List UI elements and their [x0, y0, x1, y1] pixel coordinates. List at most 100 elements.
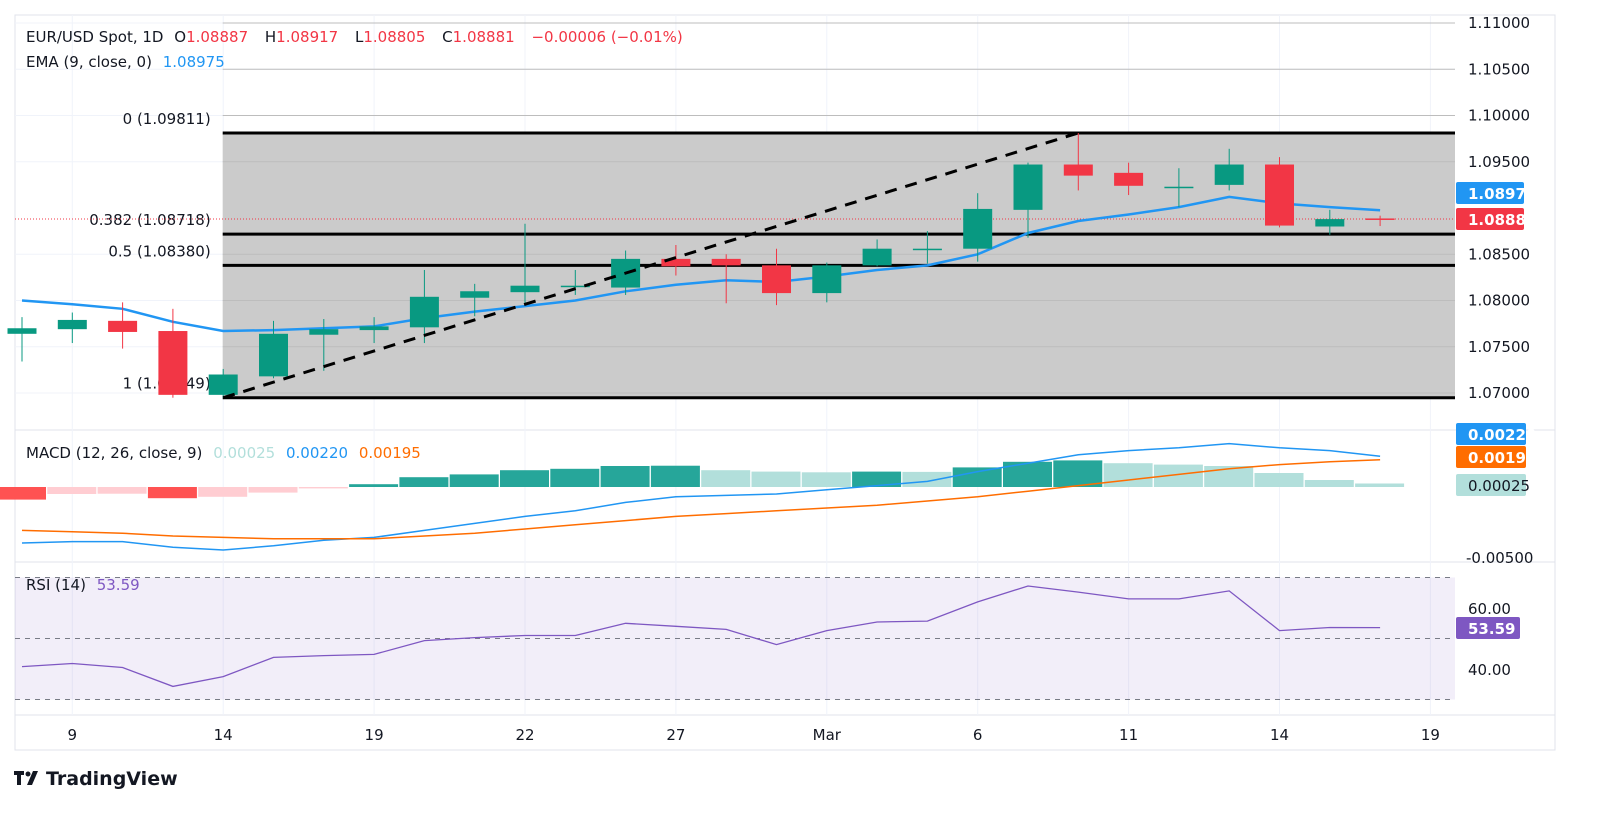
- rsi-value: 53.59: [96, 576, 140, 594]
- candle: [812, 262, 842, 303]
- fib-level-label: 0 (1.09811): [123, 110, 211, 128]
- candle: [560, 269, 590, 295]
- candle-body: [762, 265, 791, 294]
- macd-histogram-bar: [701, 470, 751, 487]
- time-axis-label: 27: [666, 726, 685, 744]
- macd-label: MACD (12, 26, close, 9): [26, 444, 203, 462]
- macd-histogram-bar: [47, 487, 97, 494]
- high-label: H: [264, 28, 277, 46]
- macd-histogram-bar: [1254, 473, 1304, 487]
- low-value: 1.08805: [363, 28, 426, 46]
- open-value: 1.08887: [186, 28, 249, 46]
- candle-body: [1063, 164, 1093, 176]
- candle-body: [409, 296, 439, 328]
- signal-line: [21, 458, 1381, 540]
- candle-body: [1265, 164, 1294, 226]
- change-value: −0.00006 (−0.01%): [531, 28, 683, 46]
- macd-histogram-bar: [500, 470, 549, 487]
- candle-body: [158, 331, 188, 395]
- candle: [1214, 148, 1244, 191]
- macd-histogram-bar: [600, 466, 650, 487]
- time-axis-label: Mar: [813, 726, 842, 744]
- price-axis-label: 1.11000: [1468, 14, 1530, 32]
- macd-line: [21, 442, 1381, 551]
- candle-body: [711, 258, 741, 266]
- candle: [259, 320, 288, 379]
- candle: [158, 308, 188, 398]
- macd-hist-value: 0.00025: [213, 444, 276, 462]
- rsi-axis-label: 40.00: [1468, 661, 1511, 679]
- macd-histogram-bar: [650, 465, 700, 487]
- candle: [460, 283, 490, 317]
- rsi-value-tag-bg: [1456, 617, 1520, 639]
- macd-histogram-bar: [1304, 480, 1354, 487]
- candle-body: [108, 320, 138, 332]
- ema-price-tag-bg: [1456, 182, 1524, 204]
- macd-value-tag: 0.00195: [1468, 449, 1536, 467]
- macd-histogram-bar: [399, 477, 449, 487]
- time-axis-label: 14: [214, 726, 233, 744]
- time-axis-label: 11: [1119, 726, 1138, 744]
- tradingview-logo[interactable]: TradingView: [14, 768, 178, 790]
- candle: [1365, 215, 1395, 227]
- candle-body: [510, 285, 540, 293]
- ema-legend[interactable]: EMA (9, close, 0) 1.08975: [26, 53, 231, 71]
- macd-histogram-bar: [1204, 466, 1254, 487]
- fib-trend-line: [222, 131, 1079, 400]
- candle: [108, 302, 138, 349]
- macd-histogram-bar: [0, 487, 46, 500]
- candle: [1164, 168, 1194, 208]
- candle: [57, 312, 87, 344]
- price-axis-label: 1.08000: [1468, 292, 1530, 310]
- candle: [1265, 157, 1294, 228]
- price-axis-label: 1.09500: [1468, 153, 1530, 171]
- open-label: O: [174, 28, 187, 46]
- macd-legend[interactable]: MACD (12, 26, close, 9) 0.00025 0.00220 …: [26, 444, 427, 462]
- candle-body: [309, 329, 339, 335]
- candle: [309, 319, 339, 371]
- last-price-tag: 1.08881: [1468, 211, 1536, 229]
- candle: [1114, 162, 1144, 196]
- ema-line: [21, 195, 1381, 333]
- fib-level-label: 0.382 (1.08718): [89, 211, 210, 229]
- macd-signal-value: 0.00195: [358, 444, 421, 462]
- price-axis-label: 1.10000: [1468, 107, 1530, 125]
- candle-body: [862, 248, 892, 266]
- macd-histogram-bar: [852, 471, 902, 487]
- candle: [359, 317, 389, 344]
- price-axis-label: 1.07500: [1468, 338, 1530, 356]
- candle: [1013, 162, 1043, 238]
- macd-value-tag: 0.00220: [1468, 426, 1536, 444]
- candle-body: [7, 328, 37, 334]
- macd-histogram-bar: [1053, 460, 1103, 487]
- time-axis-label: 19: [365, 726, 384, 744]
- candle-body: [460, 291, 490, 298]
- candle-body: [1214, 164, 1244, 185]
- rsi-label: RSI (14): [26, 576, 86, 594]
- candle-body: [1365, 218, 1395, 220]
- macd-histogram-bar: [449, 474, 499, 487]
- candle: [7, 317, 37, 362]
- ema-value: 1.08975: [162, 53, 225, 71]
- time-axis-label: 6: [973, 726, 983, 744]
- macd-histogram-bar: [97, 487, 147, 494]
- rsi-legend[interactable]: RSI (14) 53.59: [26, 576, 146, 594]
- candle: [661, 245, 691, 276]
- macd-histogram-bar: [801, 472, 851, 487]
- candle-body: [1315, 219, 1345, 227]
- macd-histogram-bar: [550, 468, 600, 487]
- candle-body: [259, 333, 288, 377]
- macd-histogram-bar: [952, 467, 1002, 487]
- rsi-value-tag: 53.59: [1468, 620, 1515, 638]
- macd-histogram-bar: [1153, 464, 1203, 487]
- candle-body: [1114, 172, 1144, 186]
- candle-body: [359, 326, 389, 331]
- macd-histogram-bar: [349, 484, 399, 487]
- rsi-axis-label: 60.00: [1468, 600, 1511, 618]
- high-value: 1.08917: [276, 28, 339, 46]
- price-axis-label: 1.10500: [1468, 60, 1530, 78]
- macd-histogram-bar: [1103, 463, 1153, 487]
- price-legend: EUR/USD Spot, 1D O1.08887 H1.08917 L1.08…: [26, 28, 689, 46]
- close-label: C: [442, 28, 453, 46]
